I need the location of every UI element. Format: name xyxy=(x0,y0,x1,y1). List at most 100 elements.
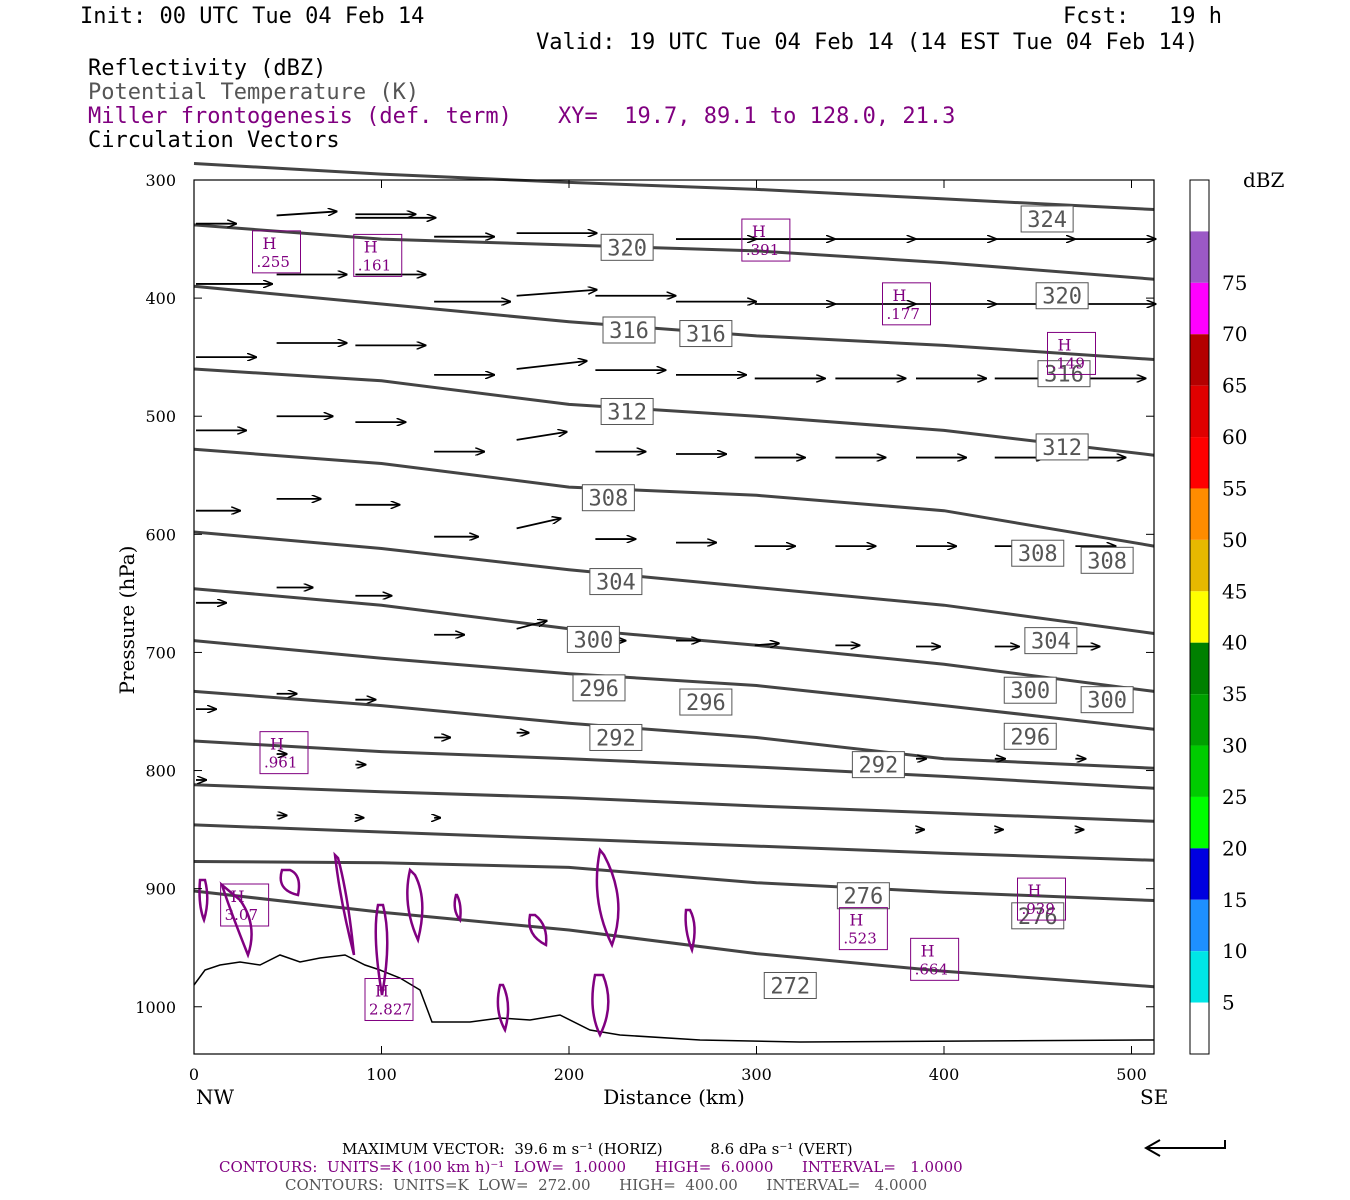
contour-label-box xyxy=(1011,539,1065,567)
theta-isotherm-284 xyxy=(193,783,1155,823)
contour-label: 316 xyxy=(1044,363,1084,388)
frontogenesis-max-label: H xyxy=(364,237,378,256)
frontogenesis-max-box xyxy=(259,731,309,775)
colorbar-level-label: 70 xyxy=(1222,322,1247,346)
y-tick-label: 400 xyxy=(145,289,176,308)
colorbar-segment xyxy=(1190,745,1209,797)
contour-label: 300 xyxy=(1087,689,1127,714)
contour-label: 312 xyxy=(1042,436,1082,461)
frontogenesis-max-label: H xyxy=(263,234,277,253)
contour-label: 320 xyxy=(1042,285,1082,310)
circulation-vector xyxy=(516,621,547,630)
contour-label: 308 xyxy=(589,487,629,512)
colorbar-level-label: 55 xyxy=(1222,476,1247,500)
valid-time: Valid: 19 UTC Tue 04 Feb 14 (14 EST Tue … xyxy=(536,30,1199,55)
frontogenesis-max-box xyxy=(252,230,301,274)
frontogenesis-contour xyxy=(528,913,548,947)
frontogenesis-contour xyxy=(279,868,301,897)
colorbar-level-label: 75 xyxy=(1222,271,1247,295)
frontogenesis-max-label: H xyxy=(231,887,245,906)
init-time: Init: 00 UTC Tue 04 Feb 14 xyxy=(80,4,425,29)
contour-label: 308 xyxy=(1018,542,1058,567)
contour-label-box xyxy=(836,882,890,910)
colorbar-segment xyxy=(1190,282,1209,335)
field-theta: Potential Temperature (K) xyxy=(88,80,420,105)
circulation-vector xyxy=(516,290,597,297)
contour-label-box xyxy=(763,971,817,999)
frontogenesis-max-label: H xyxy=(1058,335,1072,354)
colorbar-level-label: 45 xyxy=(1222,579,1247,603)
colorbar-segment xyxy=(1190,231,1209,283)
colorbar-segment xyxy=(1190,848,1209,900)
cross-section-xy: XY= 19.7, 89.1 to 128.0, 21.3 xyxy=(558,104,956,129)
contour-label: 272 xyxy=(770,974,810,999)
contour-label: 300 xyxy=(1010,679,1050,704)
frontogenesis-max-box xyxy=(353,233,403,277)
colorbar-segment xyxy=(1190,539,1209,592)
theta-isotherm-304 xyxy=(193,530,1155,635)
contour-label-box xyxy=(1020,205,1074,233)
frontogenesis-max-box xyxy=(1017,877,1066,921)
frontogenesis-max-box xyxy=(1047,331,1096,375)
contour-label-box xyxy=(600,397,654,425)
y-tick-label: 1000 xyxy=(135,998,176,1017)
theta-isotherm-308 xyxy=(193,447,1155,548)
contour-label: 324 xyxy=(1027,208,1067,233)
contour-label: 276 xyxy=(1018,905,1058,930)
plot-frame xyxy=(193,179,1155,1055)
contour-label-box xyxy=(1024,627,1078,655)
field-reflectivity: Reflectivity (dBZ) xyxy=(88,56,327,81)
colorbar-segment xyxy=(1190,334,1209,386)
contour-label: 304 xyxy=(596,571,636,596)
y-tick-label: 600 xyxy=(145,525,176,544)
frontogenesis-max-value: 3.07 xyxy=(225,906,258,924)
colorbar-level-label: 15 xyxy=(1222,888,1247,912)
colorbar-level-label: 10 xyxy=(1222,939,1247,963)
contour-label: 316 xyxy=(609,319,649,344)
frontogenesis-contour xyxy=(595,847,620,949)
circulation-vector xyxy=(516,361,587,370)
colorbar-segment xyxy=(1190,1002,1209,1054)
colorbar-segment xyxy=(1190,180,1209,232)
frontogenesis-contour xyxy=(374,903,389,996)
contour-label-box xyxy=(1003,722,1057,750)
contour-label-box xyxy=(1037,360,1091,388)
frontogenesis-contour xyxy=(496,983,510,1034)
colorbar-segment xyxy=(1190,796,1209,849)
theta-isotherm-300 xyxy=(193,587,1155,693)
frontogenesis-max-box xyxy=(910,937,960,981)
y-tick-label: 700 xyxy=(145,643,176,662)
frontogenesis-contour xyxy=(684,908,696,955)
footer-contours-theta: CONTOURS: UNITS=K LOW= 272.00 HIGH= 400.… xyxy=(285,1176,928,1194)
frontogenesis-max-value: .161 xyxy=(358,256,391,274)
contour-label-box xyxy=(1011,902,1065,930)
frontogenesis-max-box xyxy=(741,218,791,262)
contour-label-box xyxy=(581,484,635,512)
colorbar-segment xyxy=(1190,899,1209,952)
contour-label-box xyxy=(1003,676,1057,704)
colorbar-level-label: 35 xyxy=(1222,682,1247,706)
frontogenesis-max-value: .523 xyxy=(843,930,876,948)
contour-label-box xyxy=(1080,546,1134,574)
theta-isotherm-292 xyxy=(193,689,1155,770)
y-axis-label: Pressure (hPa) xyxy=(115,546,139,695)
contour-label-box xyxy=(679,688,733,716)
colorbar-segment xyxy=(1190,951,1209,1003)
contour-label: 296 xyxy=(579,677,619,702)
colorbar-level-label: 30 xyxy=(1222,734,1247,758)
contour-label: 316 xyxy=(686,323,726,348)
frontogenesis-contour xyxy=(333,851,356,956)
circulation-vector xyxy=(276,211,337,217)
frontogenesis-max-label: H xyxy=(270,735,284,754)
colorbar-level-label: 60 xyxy=(1222,425,1247,449)
colorbar-title: dBZ xyxy=(1243,168,1285,192)
theta-isotherm-296 xyxy=(193,639,1155,731)
frontogenesis-contour xyxy=(198,878,209,924)
colorbar-level-label: 50 xyxy=(1222,528,1247,552)
forecast-hour: Fcst: 19 h xyxy=(1063,4,1222,29)
contour-label: 292 xyxy=(859,754,899,779)
theta-isotherm-320 xyxy=(193,223,1155,281)
frontogenesis-contour xyxy=(591,973,610,1038)
y-tick-label: 800 xyxy=(145,762,176,781)
contour-label: 276 xyxy=(844,885,884,910)
